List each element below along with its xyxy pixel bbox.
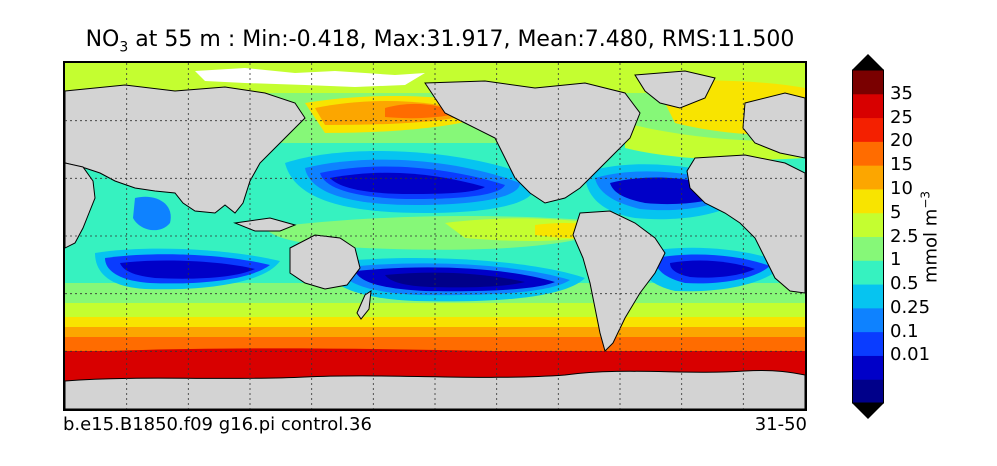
colorbar-tick-label: 0.25 <box>890 296 931 318</box>
colorbar-segment <box>852 284 884 309</box>
title-variable-subscript: 3 <box>119 39 129 56</box>
io-gyre-001 <box>120 260 255 279</box>
colorbar-extend-min <box>852 403 884 419</box>
colorbar-segment <box>852 260 884 285</box>
colorbar-segment <box>852 93 884 119</box>
arctic-ice <box>195 68 425 87</box>
colorbar-segment <box>852 355 884 380</box>
colorbar-segment <box>852 307 884 333</box>
colorbar-outline <box>852 69 884 404</box>
title-stats: : Min:-0.418, Max:31.917, Mean:7.480, RM… <box>227 27 795 52</box>
colorbar-segment <box>852 236 884 261</box>
landmass-indonesia <box>233 217 297 232</box>
landmass-africa-west <box>686 154 805 294</box>
sa-gyre-001 <box>670 260 755 278</box>
colorbar-tick-label: 2.5 <box>890 225 919 247</box>
colorbar-tick-label: 20 <box>890 130 913 152</box>
colorbar-units-label: mmol m−3 <box>919 191 942 283</box>
colorbar-segment <box>852 70 884 95</box>
map-panel <box>63 61 807 411</box>
north-atlantic-5 <box>625 123 805 160</box>
ocean-no3-map <box>65 63 805 409</box>
case-name-label: b.e15.B1850.f09 g16.pi control.36 <box>63 414 372 435</box>
landmass-greenland <box>634 70 716 109</box>
colorbar-segment <box>852 188 884 214</box>
title-variable: NO <box>85 27 120 52</box>
units-exponent: −3 <box>918 190 933 209</box>
colorbar-segment <box>852 141 884 166</box>
colorbar-tick-label: 0.01 <box>890 344 931 366</box>
years-label: 31-50 <box>754 414 807 435</box>
colorbar-segment <box>852 379 884 404</box>
landmass-new-zealand <box>356 289 372 320</box>
ocean-band-south-4 <box>65 327 805 337</box>
landmass-asia <box>65 84 306 214</box>
colorbar-tick-label: 25 <box>890 106 913 128</box>
title-depth: at 55 m <box>135 27 221 52</box>
arabian-sea-low <box>133 196 171 231</box>
gridlines <box>65 63 805 409</box>
colorbar-extend-max <box>852 54 884 70</box>
colorbar-segment <box>852 165 884 190</box>
colorbar <box>852 54 884 419</box>
landmass-europe <box>742 92 805 159</box>
colorbar-tick-label: 5 <box>890 201 902 223</box>
colorbar-segment <box>852 117 884 142</box>
colorbar-tick-label: 15 <box>890 154 913 176</box>
np-gyre-001 <box>330 172 485 194</box>
colorbar-tick-label: 1 <box>890 249 902 271</box>
landmass-africa-east <box>65 162 96 249</box>
colorbar-segment <box>852 331 884 356</box>
landmass-australia <box>289 234 361 290</box>
sp-gyre-001 <box>385 272 525 288</box>
colorbar-tick-label: 10 <box>890 177 913 199</box>
ocean-band-south-3 <box>65 317 805 327</box>
colorbar-segment <box>852 212 884 237</box>
landmass-south-america <box>572 210 666 352</box>
colorbar-tick-label: 0.1 <box>890 320 919 342</box>
landmass-north-america <box>424 80 641 204</box>
colorbar-tick-label: 0.5 <box>890 273 919 295</box>
map-title: NO3 at 55 m : Min:-0.418, Max:31.917, Me… <box>0 27 880 55</box>
units-text: mmol m <box>920 208 942 284</box>
colorbar-tick-label: 35 <box>890 82 913 104</box>
